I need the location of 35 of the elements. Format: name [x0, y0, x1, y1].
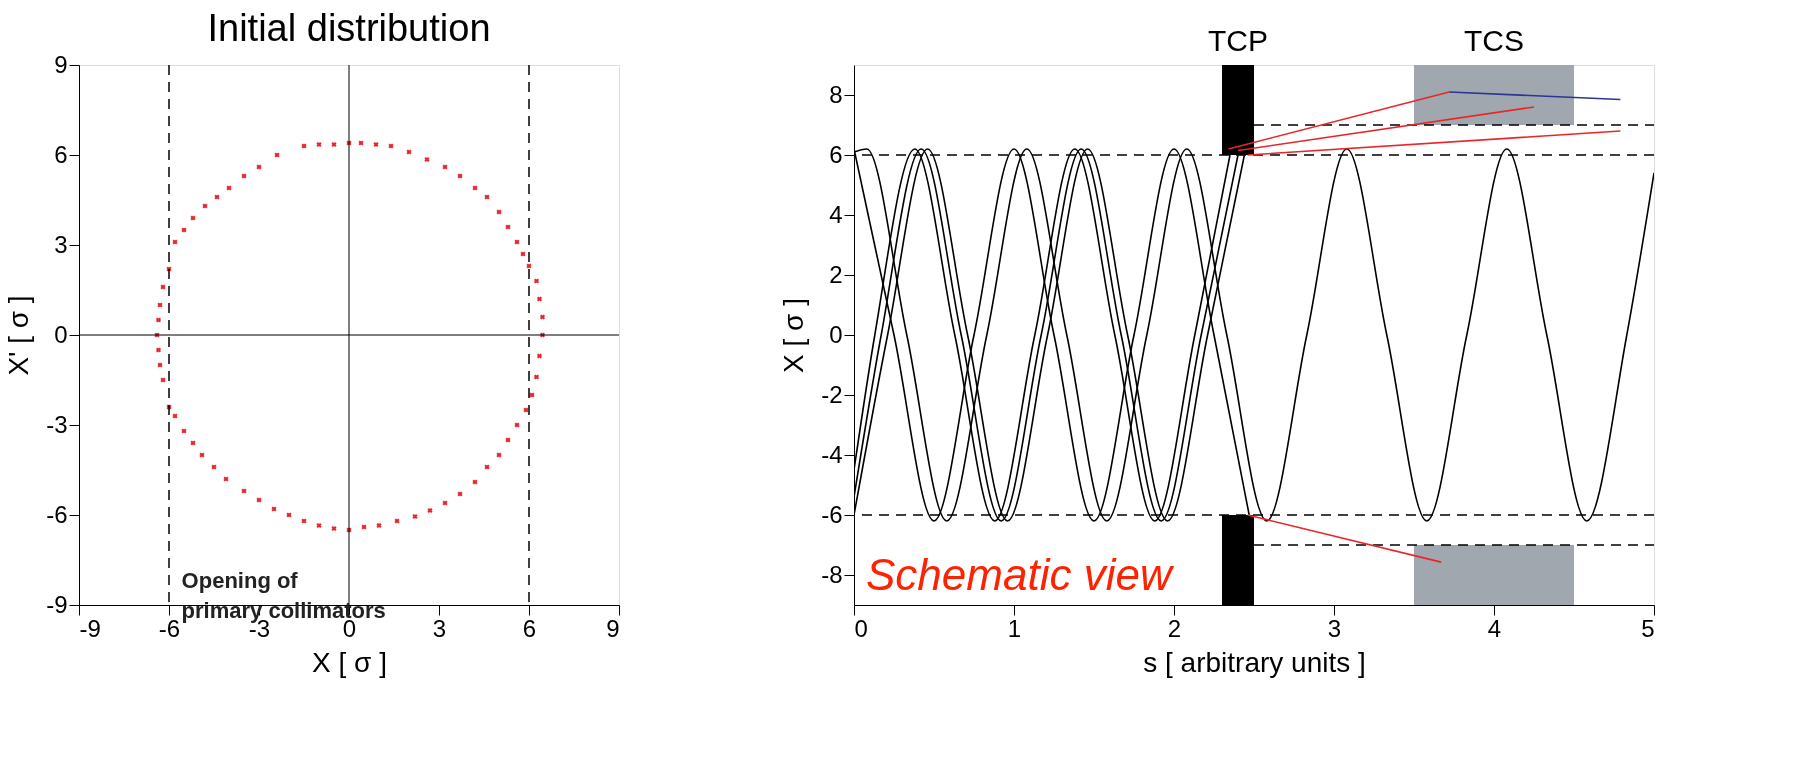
y-tick-label: 6 — [829, 140, 843, 168]
y-axis-title: X' [ σ ] — [3, 295, 35, 376]
y-tick-label: -9 — [46, 590, 68, 618]
x-axis-title: s [ arbitrary units ] — [1143, 646, 1366, 678]
x-tick-label: 2 — [1167, 614, 1182, 642]
y-tick-label: 0 — [54, 320, 68, 348]
x-tick-label: 1 — [1007, 614, 1022, 642]
y-tick-label: 6 — [54, 140, 68, 168]
y-axis-title: X [ σ ] — [778, 298, 810, 373]
annotation: TCP — [1208, 24, 1268, 57]
y-tick-label: 4 — [829, 200, 843, 228]
x-tick-label: 3 — [1327, 614, 1342, 642]
y-tick-label: 9 — [54, 50, 68, 78]
y-tick-label: 2 — [829, 260, 843, 288]
x-tick-label: 9 — [606, 614, 620, 642]
y-tick-label: 3 — [54, 230, 68, 258]
y-tick-label: -4 — [821, 440, 843, 468]
y-tick-label: -8 — [821, 560, 843, 588]
x-tick-label: -6 — [158, 614, 181, 642]
annotation: Schematic view — [866, 550, 1175, 599]
y-tick-label: -6 — [46, 500, 68, 528]
y-tick-label: 8 — [829, 80, 843, 108]
y-tick-label: 0 — [829, 320, 843, 348]
annotation: TCS — [1464, 24, 1524, 57]
x-tick-label: 5 — [1641, 614, 1655, 642]
x-tick-label: 4 — [1487, 614, 1502, 642]
x-tick-label: 6 — [522, 614, 537, 642]
x-axis-title: X [ σ ] — [312, 646, 387, 678]
x-tick-label: 3 — [432, 614, 447, 642]
chart-title: Initial distribution — [207, 7, 491, 49]
y-tick-label: -6 — [821, 500, 843, 528]
y-tick-label: -3 — [46, 410, 68, 438]
y-tick-label: -2 — [821, 380, 843, 408]
x-tick-label: -9 — [79, 614, 101, 642]
x-tick-label: 0 — [854, 614, 868, 642]
